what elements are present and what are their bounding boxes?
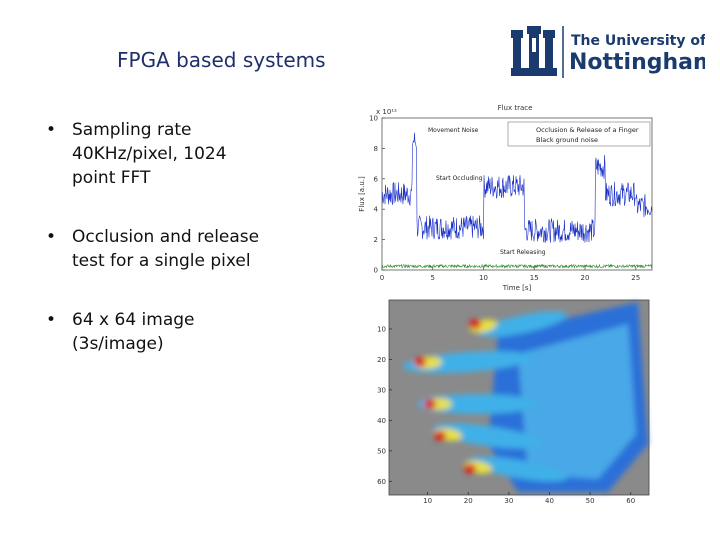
x-axis-label: Time [s]	[502, 284, 532, 292]
logo: The University of Nottingham	[511, 26, 705, 78]
bullet: Occlusion and release test for a single p…	[26, 225, 326, 273]
x-tick-label: 15	[530, 274, 539, 282]
y-tick-label: 0	[374, 267, 378, 275]
x-tick-label: 0	[380, 274, 384, 282]
x-tick-label: 20	[581, 274, 590, 282]
hand-region	[518, 324, 636, 479]
flux-chart: Flux trace x 10¹² 0 5 10 15 20 25 0 2 4 6 8 10 Time [s…	[358, 104, 653, 292]
bullet: Sampling rate 40KHz/pixel, 1024 point FFT	[26, 118, 326, 190]
x-tick-label: 20	[464, 497, 473, 504]
image-chart: 10 20 30 40 50 60 10 20 30 40 50 60	[377, 299, 650, 504]
hand-region	[424, 399, 436, 409]
hand-region	[478, 311, 568, 337]
x-tick-label: 40	[545, 497, 554, 504]
y-tick-label: 10	[377, 325, 386, 333]
legend-entry: Occlusion & Release of a Finger	[536, 126, 639, 134]
y-exponent: x 10¹²	[376, 108, 397, 116]
x-tick-label: 25	[631, 274, 640, 282]
logo-crest	[511, 26, 557, 76]
hand-region	[469, 319, 481, 329]
y-tick-label: 60	[377, 478, 386, 486]
y-tick-label: 8	[374, 145, 378, 153]
bullet-list: Sampling rate 40KHz/pixel, 1024 point FFT O…	[26, 118, 326, 356]
bullet-line: 40KHz/pixel, 1024	[72, 144, 227, 164]
hand-region	[418, 394, 538, 414]
y-tick-label: 6	[374, 175, 379, 183]
bullet: 64 x 64 image (3s/image)	[26, 308, 326, 356]
flux-trace	[381, 132, 653, 243]
legend-entry: Black ground noise	[536, 136, 598, 144]
bullet-line: (3s/image)	[72, 334, 164, 354]
x-tick-label: 60	[626, 497, 635, 504]
y-tick-label: 10	[369, 115, 378, 123]
logo-line2: Nottingham	[569, 50, 705, 75]
hand-region	[433, 423, 543, 449]
x-tick-label: 5	[431, 274, 435, 282]
bullet-line: Sampling rate	[72, 120, 192, 140]
y-tick-label: 20	[377, 356, 386, 364]
chart-title: Flux trace	[498, 104, 533, 112]
y-tick-label: 30	[377, 386, 386, 394]
x-tick-label: 50	[586, 497, 595, 504]
x-tick-label: 30	[504, 497, 513, 504]
bullet-line: test for a single pixel	[72, 251, 251, 271]
x-tick-label: 10	[423, 497, 432, 504]
y-tick-label: 2	[374, 236, 378, 244]
x-tick-label: 10	[479, 274, 488, 282]
annotation: Movement Noise	[428, 127, 479, 134]
y-tick-label: 4	[374, 206, 379, 214]
annotation: Start Releasing	[500, 249, 546, 256]
hand-region	[434, 431, 446, 441]
y-tick-label: 50	[377, 447, 386, 455]
hand-region	[414, 357, 426, 367]
y-axis-label: Flux [a.u.]	[358, 176, 366, 212]
slide-title: FPGA based systems	[117, 48, 326, 72]
annotation: Start Occluding	[436, 175, 483, 182]
hand-region	[468, 456, 568, 482]
y-tick-label: 40	[377, 417, 386, 425]
logo-line1: The University of	[571, 33, 705, 49]
hand-image	[403, 302, 648, 492]
bullet-line: 64 x 64 image	[72, 310, 195, 330]
noise-trace	[381, 263, 653, 269]
legend-box	[507, 121, 651, 147]
hand-region	[464, 464, 476, 474]
bullet-line: Occlusion and release	[72, 227, 260, 247]
hand-region	[403, 351, 533, 373]
bullet-line: point FFT	[72, 168, 151, 188]
